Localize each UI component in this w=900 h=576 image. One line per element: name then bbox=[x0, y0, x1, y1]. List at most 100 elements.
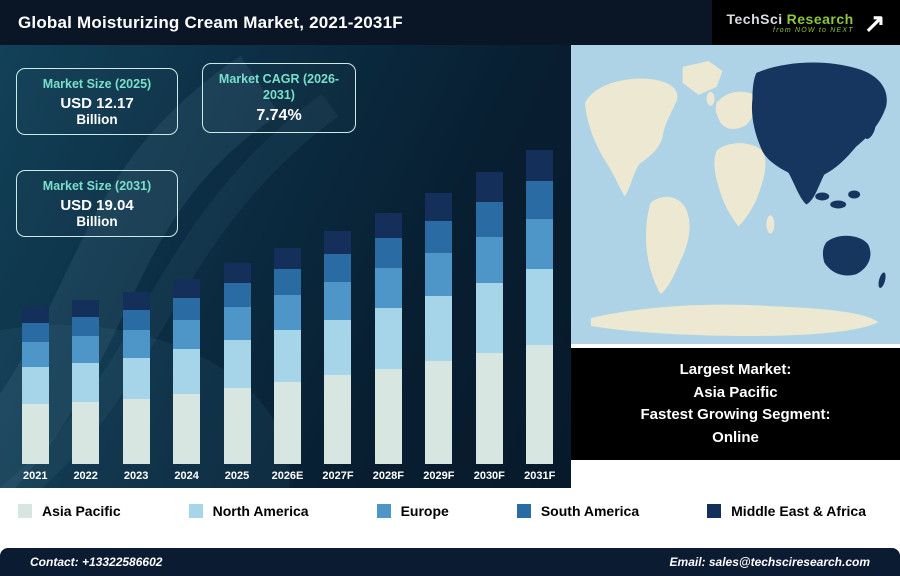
market-size-2031-box: Market Size (2031) USD 19.04 Billion bbox=[16, 170, 178, 238]
market-cagr-value: 7.74% bbox=[256, 106, 302, 124]
main-content: Market Size (2025) USD 12.17 Billion Mar… bbox=[0, 45, 900, 488]
bar-segment-asia-pacific bbox=[173, 393, 201, 464]
x-axis-label: 2024 bbox=[174, 470, 199, 482]
bar-segment-middle-east-africa bbox=[475, 172, 503, 202]
legend: Asia Pacific North America Europe South Ame… bbox=[0, 488, 900, 534]
bar-segment-north-america bbox=[173, 349, 201, 394]
bar-column-2021: 2021 bbox=[10, 307, 60, 482]
map-greenland bbox=[682, 60, 723, 95]
bar-segment-europe bbox=[475, 236, 503, 284]
stacked-bar bbox=[21, 307, 49, 464]
bar-column-2022: 2022 bbox=[60, 300, 110, 482]
bar-column-2030f: 2030F bbox=[464, 172, 514, 482]
bar-column-2023: 2023 bbox=[111, 292, 161, 482]
map-indonesia-1 bbox=[815, 192, 830, 201]
stacked-bar bbox=[374, 212, 402, 464]
bar-segment-north-america bbox=[475, 283, 503, 354]
legend-item-north-america: North America bbox=[188, 503, 309, 519]
footer-bar: Contact: +13322586602 Email: sales@techs… bbox=[0, 548, 900, 576]
stacked-bar bbox=[173, 279, 201, 464]
bar-segment-south-america bbox=[425, 220, 453, 254]
market-size-2025-box: Market Size (2025) USD 12.17 Billion bbox=[16, 68, 178, 136]
stacked-bar bbox=[223, 263, 251, 464]
x-axis-label: 2021 bbox=[22, 470, 48, 482]
bar-segment-north-america bbox=[21, 366, 49, 405]
legend-label: South America bbox=[540, 503, 640, 519]
world-map-container bbox=[571, 45, 900, 344]
legend-label: Middle East & Africa bbox=[731, 503, 866, 519]
map-antarctica bbox=[590, 304, 879, 337]
logo-tagline: from NOW to NEXT bbox=[773, 27, 854, 34]
bar-segment-south-america bbox=[173, 297, 201, 320]
bar-segment-asia-pacific bbox=[223, 387, 251, 464]
bar-segment-middle-east-africa bbox=[273, 247, 301, 270]
map-north-america bbox=[584, 78, 678, 197]
bar-segment-south-america bbox=[374, 237, 402, 269]
bar-column-2028f: 2028F bbox=[363, 212, 413, 482]
bar-column-2031f: 2031F bbox=[515, 149, 565, 482]
legend-swatch bbox=[188, 504, 203, 518]
map-philippines bbox=[848, 190, 861, 199]
bar-segment-europe bbox=[324, 282, 352, 320]
bar-segment-north-america bbox=[122, 357, 150, 399]
bar-segment-south-america bbox=[475, 201, 503, 237]
bar-segment-middle-east-africa bbox=[21, 307, 49, 323]
chart-panel: Market Size (2025) USD 12.17 Billion Mar… bbox=[0, 45, 571, 488]
callout-line-1: Largest Market: bbox=[679, 361, 792, 378]
x-axis-label: 2029F bbox=[423, 470, 455, 482]
map-panel: Largest Market: Asia Pacific Fastest Gro… bbox=[571, 45, 900, 488]
legend-item-europe: Europe bbox=[376, 503, 449, 519]
x-axis-label: 2022 bbox=[73, 470, 98, 482]
bar-segment-north-america bbox=[324, 319, 352, 376]
bar-segment-north-america bbox=[273, 329, 301, 382]
bar-segment-europe bbox=[273, 295, 301, 330]
bar-segment-europe bbox=[122, 330, 150, 358]
bar-segment-asia-pacific bbox=[324, 375, 352, 464]
legend-swatch bbox=[18, 504, 32, 518]
market-size-2031-value: USD 19.04 bbox=[60, 197, 134, 215]
bar-segment-south-america bbox=[526, 181, 554, 219]
x-axis-label: 2023 bbox=[123, 470, 149, 482]
bar-segment-middle-east-africa bbox=[526, 149, 554, 182]
bar-segment-middle-east-africa bbox=[374, 212, 402, 238]
bar-segment-europe bbox=[526, 218, 554, 270]
bar-segment-north-america bbox=[526, 269, 554, 345]
bar-segment-north-america bbox=[425, 296, 453, 362]
bar-segment-europe bbox=[173, 319, 201, 350]
bar-segment-middle-east-africa bbox=[72, 300, 100, 317]
footer-email: Email: sales@techsciresearch.com bbox=[669, 555, 870, 569]
bar-segment-europe bbox=[72, 336, 100, 363]
bar-segment-south-america bbox=[21, 322, 49, 342]
bar-chart: 2021 2022 2023 2024 2025 2026E 2027F 2028F 2029F… bbox=[10, 149, 565, 482]
bar-segment-europe bbox=[374, 268, 402, 309]
bar-segment-middle-east-africa bbox=[223, 263, 251, 284]
legend-item-south-america: South America bbox=[516, 503, 640, 519]
bar-segment-south-america bbox=[273, 269, 301, 296]
bar-segment-middle-east-africa bbox=[173, 279, 201, 298]
market-size-2031-label: Market Size (2031) bbox=[42, 179, 152, 193]
x-axis-label: 2027F bbox=[322, 470, 354, 482]
legend-label: Asia Pacific bbox=[42, 503, 121, 519]
legend-swatch bbox=[516, 504, 531, 518]
market-cagr-box: Market CAGR (2026-2031) 7.74% bbox=[202, 63, 356, 133]
logo-brand-secondary: Research bbox=[786, 11, 854, 27]
bar-segment-asia-pacific bbox=[374, 368, 402, 464]
footer-contact: Contact: +13322586602 bbox=[30, 555, 163, 569]
logo-text: TechSci Research from NOW to NEXT bbox=[727, 11, 854, 34]
logo-brand-primary: TechSci bbox=[726, 11, 783, 27]
header-bar: Global Moisturizing Cream Market, 2021-2… bbox=[0, 0, 900, 45]
bar-segment-south-america bbox=[223, 283, 251, 308]
map-africa bbox=[714, 143, 766, 227]
legend-swatch bbox=[707, 504, 722, 518]
bar-segment-asia-pacific bbox=[475, 353, 503, 464]
legend-swatch bbox=[376, 504, 391, 518]
stacked-bar bbox=[425, 193, 453, 464]
x-axis-label: 2026E bbox=[271, 470, 304, 482]
bar-segment-south-america bbox=[324, 254, 352, 283]
largest-market-callout: Largest Market: Asia Pacific Fastest Gro… bbox=[571, 348, 900, 460]
page-title: Global Moisturizing Cream Market, 2021-2… bbox=[18, 12, 403, 32]
map-indonesia-2 bbox=[830, 200, 847, 209]
bar-segment-middle-east-africa bbox=[122, 292, 150, 310]
bar-column-2027f: 2027F bbox=[313, 230, 363, 482]
